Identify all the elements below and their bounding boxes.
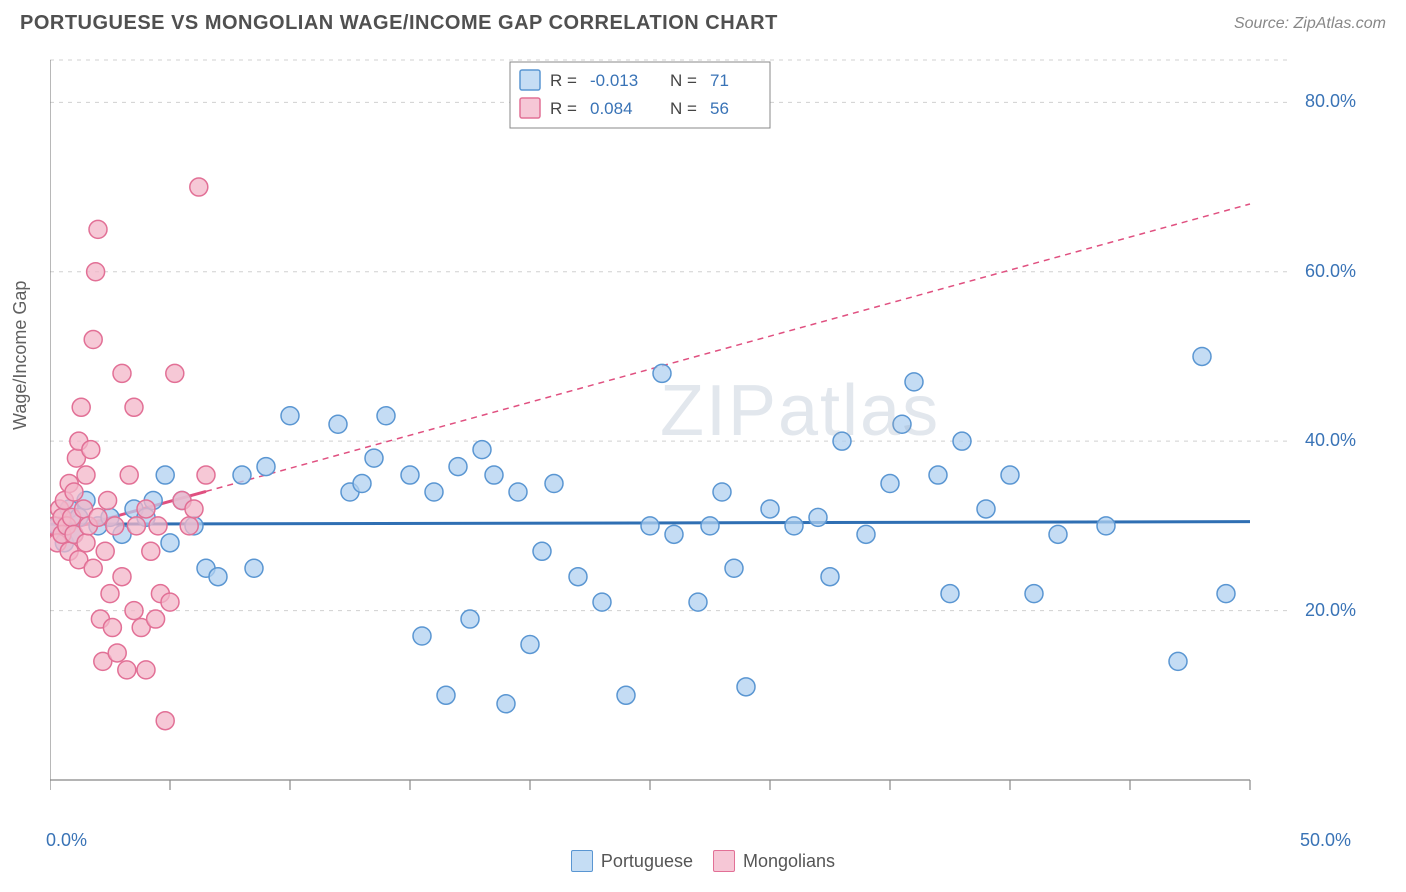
chart-title: PORTUGUESE VS MONGOLIAN WAGE/INCOME GAP … xyxy=(20,12,778,35)
svg-text:-0.013: -0.013 xyxy=(590,71,638,90)
scatter-plot-svg: R = -0.013 N = 71 R = 0.084 N = 56 xyxy=(50,50,1290,810)
x-tick-label-max: 50.0% xyxy=(1300,830,1351,851)
source-attribution: Source: ZipAtlas.com xyxy=(1234,15,1386,33)
legend-item: Portuguese xyxy=(571,850,693,872)
svg-text:N =: N = xyxy=(670,71,697,90)
x-tick-label-min: 0.0% xyxy=(46,830,87,851)
legend-item: Mongolians xyxy=(713,850,835,872)
svg-text:R =: R = xyxy=(550,71,577,90)
svg-text:N =: N = xyxy=(670,99,697,118)
chart-area: R =-0.013N =71R =0.084N =56 20.0%40.0%60… xyxy=(50,50,1290,810)
y-tick-label: 20.0% xyxy=(1305,600,1356,621)
y-tick-label: 60.0% xyxy=(1305,261,1356,282)
legend-swatch xyxy=(713,850,735,872)
y-tick-label: 80.0% xyxy=(1305,91,1356,112)
bottom-legend: Portuguese Mongolians xyxy=(0,850,1406,872)
svg-text:R =: R = xyxy=(550,99,577,118)
y-axis-label: Wage/Income Gap xyxy=(10,281,31,430)
svg-text:71: 71 xyxy=(710,71,729,90)
source-name: ZipAtlas.com xyxy=(1294,15,1386,32)
svg-text:56: 56 xyxy=(710,99,729,118)
legend-swatch xyxy=(571,850,593,872)
svg-text:0.084: 0.084 xyxy=(590,99,633,118)
y-tick-label: 40.0% xyxy=(1305,430,1356,451)
legend-label: Mongolians xyxy=(743,851,835,872)
source-prefix: Source: xyxy=(1234,15,1294,32)
legend-label: Portuguese xyxy=(601,851,693,872)
